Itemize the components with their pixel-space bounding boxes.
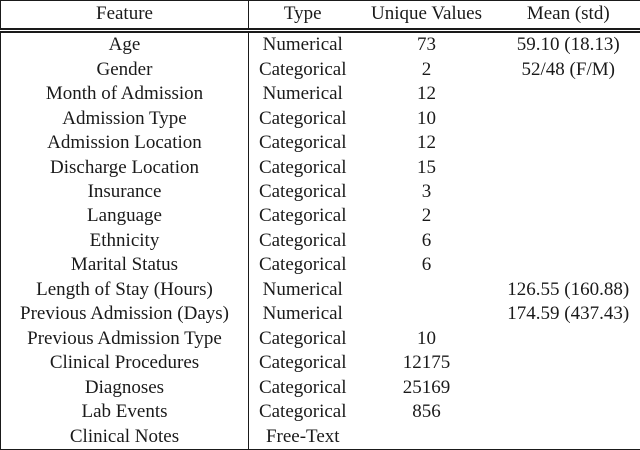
- cell-unique-values: 3: [421, 180, 432, 202]
- cell-type: Numerical: [262, 278, 343, 300]
- cell-type: Categorical: [258, 376, 347, 398]
- cell-unique-values: 2: [421, 205, 432, 227]
- cell-unique-values: 6: [421, 229, 432, 251]
- cell-feature: Previous Admission (Days): [0, 302, 249, 327]
- cell-feature: Ethnicity: [0, 228, 249, 254]
- cell-type: Categorical: [258, 229, 347, 251]
- cell-type: Free-Text: [265, 425, 340, 447]
- table-row: Marital Status Categorical 6: [0, 253, 640, 278]
- cell-unique-values: [357, 302, 497, 326]
- cell-feature: Previous Admission Type: [0, 326, 249, 352]
- cell-feature: Insurance: [0, 179, 249, 205]
- cell-feature: Length of Stay (Hours): [0, 277, 249, 303]
- table-row: Previous Admission (Days) Numerical 174.…: [0, 302, 640, 327]
- column-header-unique-values: Unique Values: [356, 0, 497, 33]
- table-body: Age Numerical 73 59.10 (18.13) Gender Ca…: [0, 30, 640, 450]
- column-header-type: Type: [248, 0, 357, 33]
- cell-feature: Month of Admission: [0, 82, 249, 107]
- cell-mean-std: [497, 180, 640, 204]
- cell-unique-values: 12175: [402, 352, 451, 374]
- cell-feature: Admission Location: [0, 131, 249, 156]
- cell-mean-std: 52/48 (F/M): [521, 58, 615, 80]
- table-header: Feature Type Unique Values Mean (std): [0, 0, 640, 33]
- cell-type: Categorical: [258, 254, 347, 276]
- cell-mean-std: [497, 131, 640, 155]
- column-header-feature: Feature: [0, 0, 249, 33]
- cell-type: Numerical: [262, 83, 343, 105]
- cell-type: Categorical: [258, 107, 347, 129]
- cell-type: Categorical: [258, 132, 347, 154]
- table-row: Age Numerical 73 59.10 (18.13): [0, 30, 640, 58]
- cell-mean-std: [497, 400, 640, 424]
- cell-mean-std: [497, 351, 640, 375]
- cell-unique-values: 2: [421, 58, 432, 80]
- cell-mean-std: 174.59 (437.43): [507, 303, 630, 325]
- cell-mean-std: [497, 107, 640, 131]
- table-row: Previous Admission Type Categorical 10: [0, 326, 640, 352]
- cell-feature: Admission Type: [0, 106, 249, 132]
- table-row: Clinical Procedures Categorical 12175: [0, 351, 640, 376]
- cell-mean-std: [497, 229, 640, 253]
- cell-mean-std: [497, 82, 640, 106]
- cell-feature: Marital Status: [0, 253, 249, 278]
- cell-type: Categorical: [258, 205, 347, 227]
- cell-type: Numerical: [262, 303, 343, 325]
- cell-mean-std: [497, 376, 640, 400]
- table-row: Diagnoses Categorical 25169: [0, 375, 640, 401]
- table-row: Admission Location Categorical 12: [0, 131, 640, 156]
- cell-unique-values: 25169: [402, 376, 451, 398]
- cell-feature: Discharge Location: [0, 155, 249, 180]
- table-row: Gender Categorical 2 52/48 (F/M): [0, 57, 640, 83]
- cell-unique-values: 12: [417, 83, 436, 105]
- cell-type: Categorical: [258, 180, 347, 202]
- cell-unique-values: 73: [417, 34, 436, 56]
- header-row: Feature Type Unique Values Mean (std): [0, 0, 640, 33]
- cell-feature: Age: [0, 30, 249, 58]
- cell-feature: Clinical Notes: [0, 424, 249, 450]
- cell-mean-std: 126.55 (160.88): [507, 278, 630, 300]
- cell-unique-values: 10: [417, 107, 436, 129]
- table-row: Month of Admission Numerical 12: [0, 82, 640, 107]
- cell-mean-std: [497, 327, 640, 351]
- cell-feature: Gender: [0, 57, 249, 83]
- cell-mean-std: [497, 155, 640, 179]
- cell-mean-std: [497, 424, 640, 449]
- cell-mean-std: [497, 204, 640, 228]
- cell-unique-values: 6: [421, 254, 432, 276]
- table-row: Lab Events Categorical 856: [0, 400, 640, 425]
- cell-unique-values: 10: [417, 327, 436, 349]
- cell-unique-values: [357, 278, 497, 302]
- table-row: Language Categorical 2: [0, 204, 640, 229]
- cell-mean-std: [497, 253, 640, 277]
- table-row: Admission Type Categorical 10: [0, 106, 640, 132]
- cell-unique-values: 12: [417, 132, 436, 154]
- cell-feature: Diagnoses: [0, 375, 249, 401]
- table-row: Discharge Location Categorical 15: [0, 155, 640, 180]
- cell-unique-values: 856: [412, 401, 441, 423]
- cell-feature: Language: [0, 204, 249, 229]
- cell-type: Categorical: [258, 401, 347, 423]
- table-row: Clinical Notes Free-Text: [0, 424, 640, 450]
- cell-unique-values: [357, 424, 497, 449]
- table-row: Ethnicity Categorical 6: [0, 228, 640, 254]
- column-header-mean-std: Mean (std): [496, 0, 640, 33]
- table-row: Insurance Categorical 3: [0, 179, 640, 205]
- cell-type: Categorical: [258, 327, 347, 349]
- cell-feature: Lab Events: [0, 400, 249, 425]
- table-row: Length of Stay (Hours) Numerical 126.55 …: [0, 277, 640, 303]
- cell-type: Categorical: [258, 58, 347, 80]
- cell-type: Categorical: [258, 156, 347, 178]
- cell-type: Numerical: [262, 34, 343, 56]
- cell-mean-std: 59.10 (18.13): [516, 34, 620, 56]
- cell-feature: Clinical Procedures: [0, 351, 249, 376]
- cell-unique-values: 15: [417, 156, 436, 178]
- cell-type: Categorical: [258, 352, 347, 374]
